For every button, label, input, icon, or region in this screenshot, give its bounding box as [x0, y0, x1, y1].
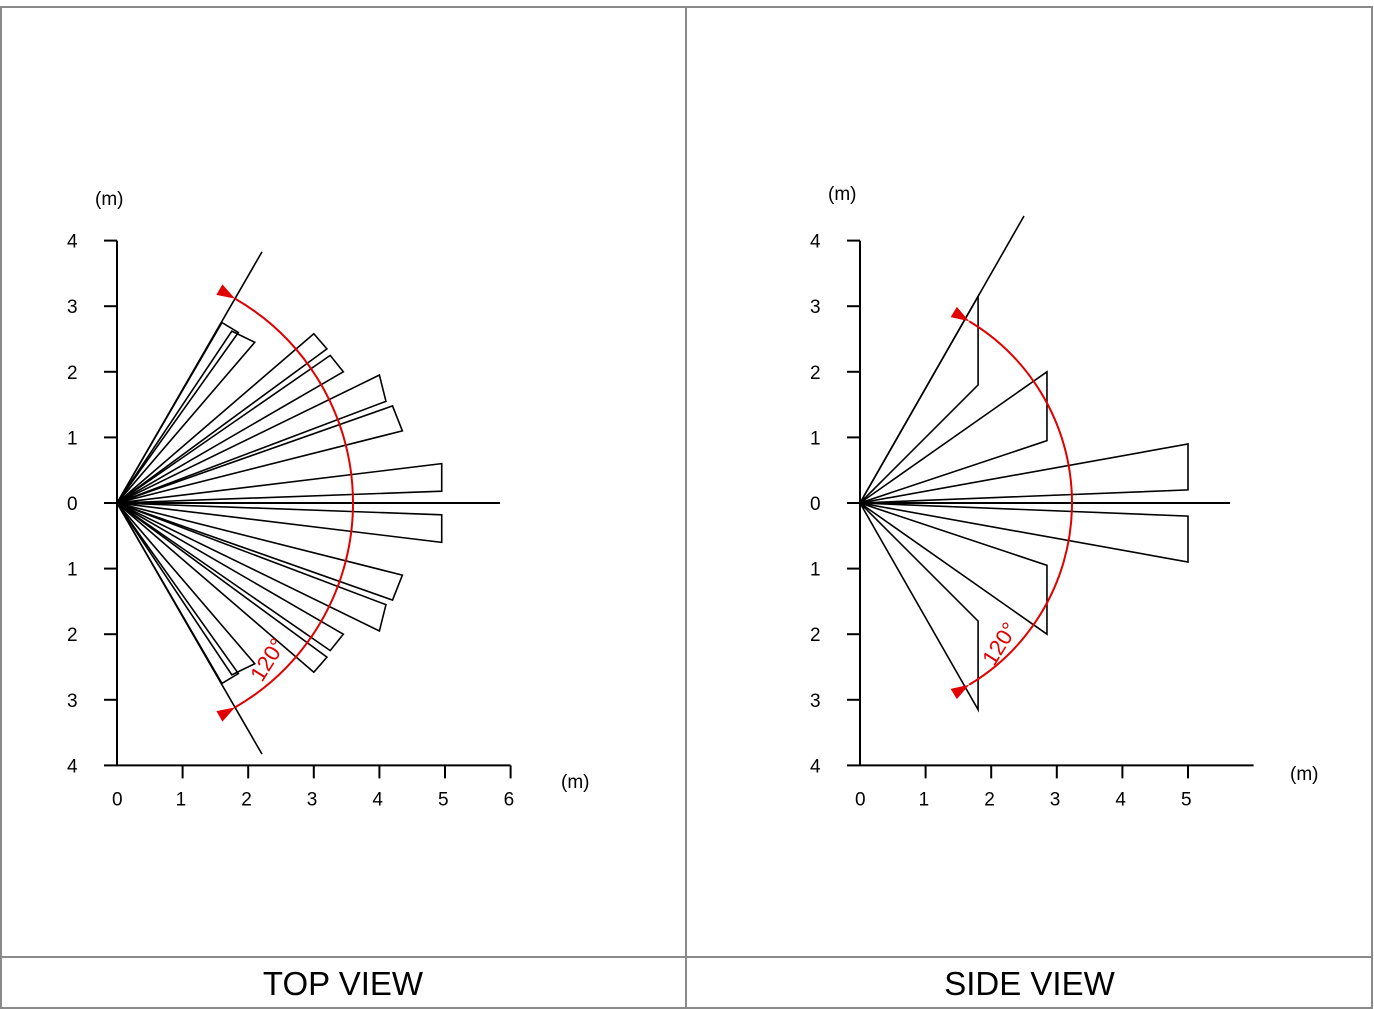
upper-beam — [859, 443, 1189, 504]
side-x-unit: (m) — [1290, 764, 1318, 785]
x-tick-label: 0 — [855, 789, 866, 810]
upper-beam — [116, 462, 443, 504]
y-tick-label: 2 — [810, 363, 821, 384]
arrow-head — [950, 684, 970, 700]
upper-beam — [116, 330, 257, 504]
side-angle-arc — [950, 306, 1073, 700]
y-tick-label: 1 — [67, 560, 78, 581]
top-angle-arc — [216, 284, 354, 722]
x-tick-label: 6 — [504, 789, 515, 810]
side-view-diagram: 4 3 2 1 0 1 2 3 4 0 1 2 3 4 5 (m) (m) 120° — [810, 184, 1318, 810]
x-tick-label: 2 — [984, 789, 995, 810]
arrow-head — [950, 306, 970, 322]
x-tick-label: 3 — [1050, 789, 1061, 810]
y-tick-label: 3 — [810, 297, 821, 318]
arrow-head — [216, 707, 235, 722]
upper-beam — [116, 332, 329, 504]
top-axes: 4 3 2 1 0 1 2 3 4 0 1 2 3 4 5 6 — [67, 232, 514, 811]
upper-beam — [116, 354, 345, 504]
lower-beam — [116, 502, 329, 674]
x-tick-label: 5 — [438, 789, 449, 810]
x-tick-label: 4 — [372, 789, 383, 810]
top-view-diagram: 4 3 2 1 0 1 2 3 4 0 1 2 3 4 5 6 (m) (m) 120° — [67, 189, 589, 810]
upper-beam — [859, 370, 1048, 504]
lower-beam — [116, 502, 443, 544]
x-tick-label: 1 — [176, 789, 187, 810]
side-detection-beams — [859, 215, 1189, 713]
lower-beam — [116, 502, 257, 676]
arrow-head — [216, 284, 235, 299]
lower-beam — [859, 502, 1048, 636]
y-tick-label: 1 — [810, 560, 821, 581]
lower-beam — [116, 502, 387, 633]
lower-beam — [116, 502, 240, 685]
top-angle-label: 120° — [245, 634, 290, 686]
y-tick-label: 2 — [67, 625, 78, 646]
x-tick-label: 4 — [1115, 789, 1126, 810]
x-tick-label: 5 — [1181, 789, 1192, 810]
lower-beam — [116, 502, 404, 602]
y-tick-label: 2 — [810, 625, 821, 646]
x-tick-label: 1 — [919, 789, 930, 810]
y-tick-label: 3 — [810, 691, 821, 712]
x-tick-label: 0 — [112, 789, 123, 810]
y-tick-label: 1 — [810, 428, 821, 449]
y-tick-label: 4 — [67, 756, 78, 777]
y-tick-label: 3 — [67, 297, 78, 318]
y-tick-label: 4 — [810, 756, 821, 777]
lower-beam — [859, 502, 979, 713]
y-tick-label: 4 — [67, 232, 78, 253]
side-angle-label: 120° — [977, 618, 1022, 670]
angle-arc — [234, 297, 354, 709]
upper-beam — [859, 293, 979, 504]
top-detection-beams — [116, 251, 443, 755]
lower-beam — [116, 502, 345, 652]
y-tick-label: 1 — [67, 428, 78, 449]
upper-beam — [116, 404, 404, 504]
x-tick-label: 2 — [241, 789, 252, 810]
top-x-unit: (m) — [561, 772, 589, 793]
y-tick-label: 3 — [67, 691, 78, 712]
y-tick-label: 4 — [810, 232, 821, 253]
top-y-unit: (m) — [95, 189, 123, 210]
upper-beam — [116, 321, 240, 504]
y-tick-label: 2 — [67, 363, 78, 384]
y-tick-label: 0 — [810, 494, 821, 515]
y-tick-label: 0 — [67, 494, 78, 515]
upper-beam — [116, 373, 387, 504]
top-view-caption: TOP VIEW — [262, 965, 424, 1002]
angle-arc — [968, 320, 1073, 686]
side-y-unit: (m) — [828, 184, 856, 205]
side-axes: 4 3 2 1 0 1 2 3 4 0 1 2 3 4 5 — [810, 232, 1254, 810]
x-tick-label: 3 — [307, 789, 318, 810]
side-view-caption: SIDE VIEW — [944, 965, 1115, 1002]
lower-beam — [859, 502, 1189, 563]
